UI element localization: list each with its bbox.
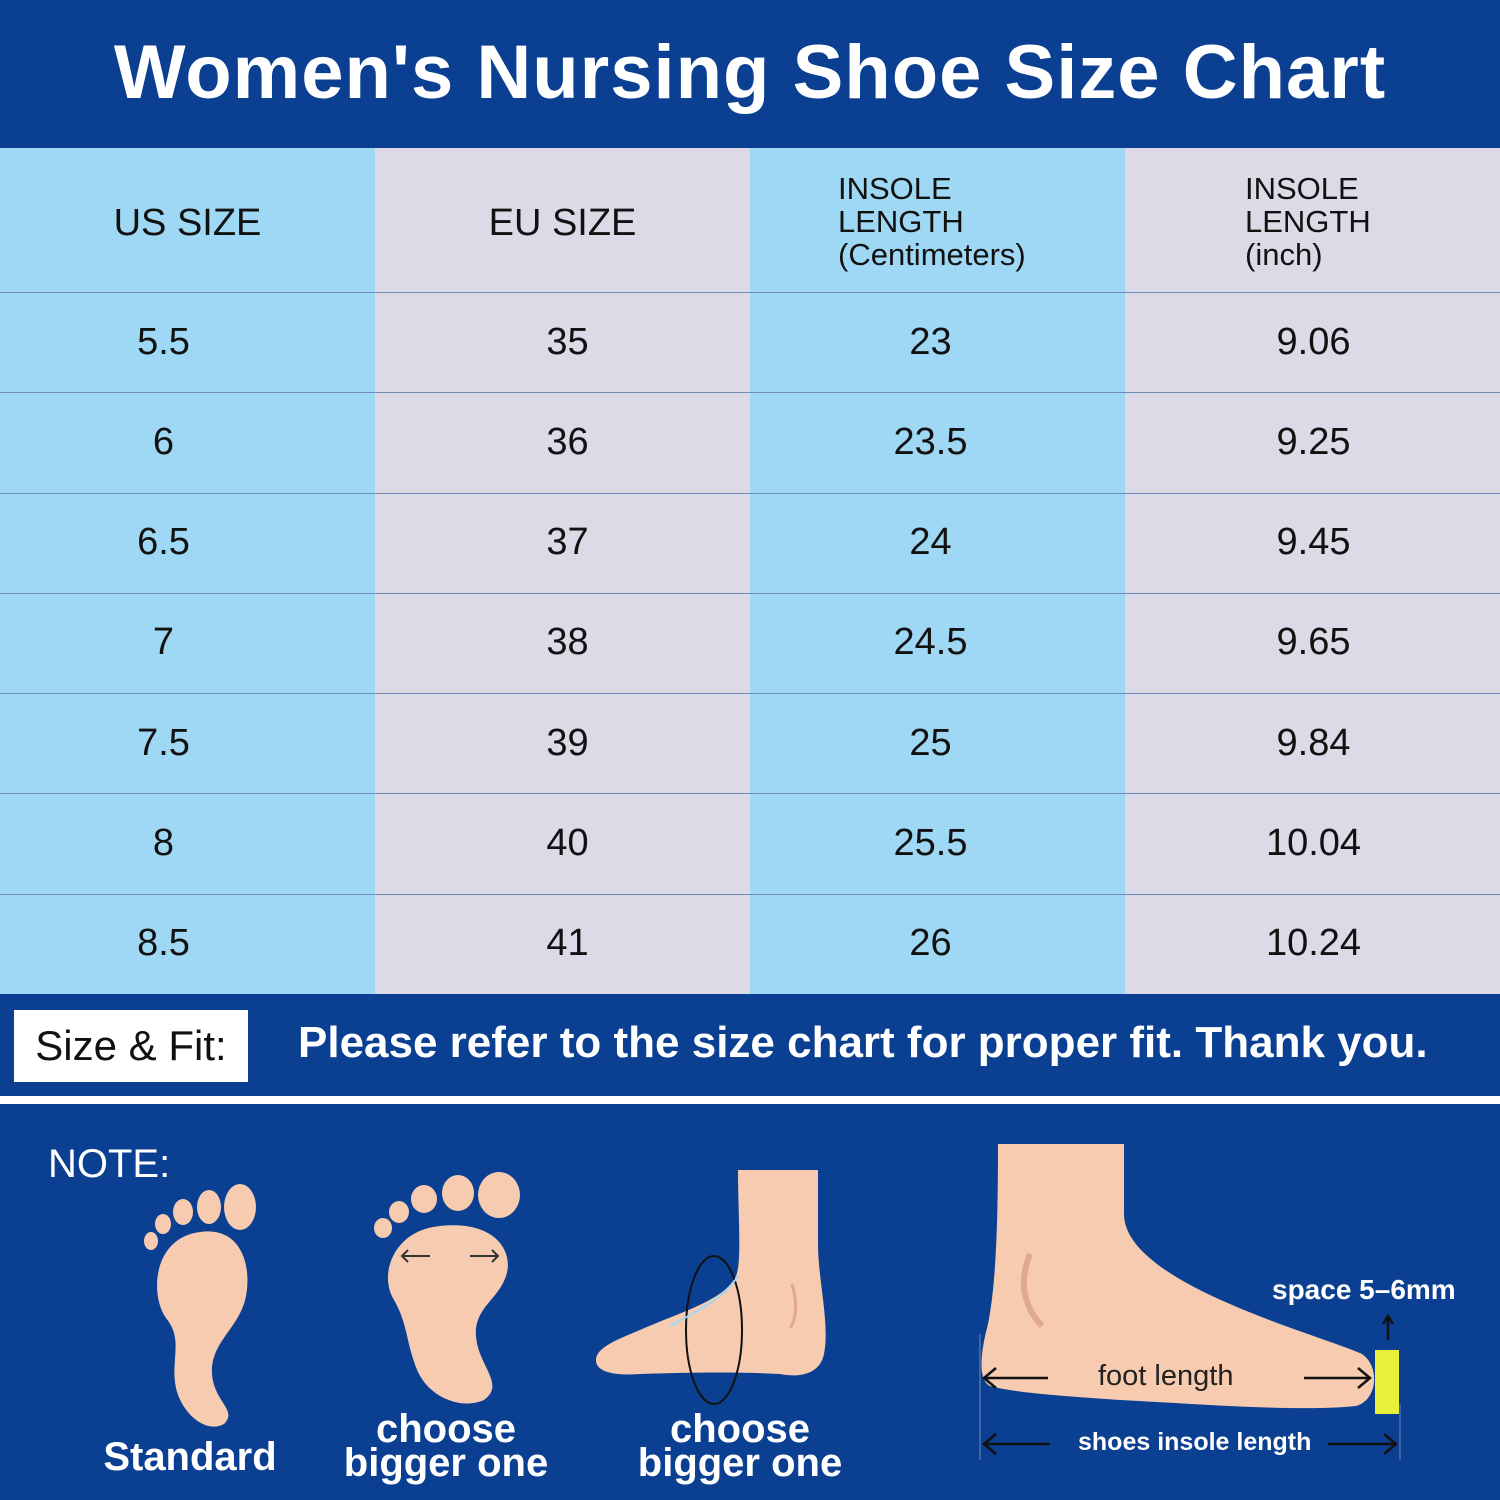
table-cell: 9.25: [1276, 420, 1351, 463]
title-bar: Women's Nursing Shoe Size Chart: [0, 0, 1500, 148]
header-us-size: US SIZE: [113, 201, 262, 244]
column-insole-inch: INSOLE LENGTH (inch) 9.06 9.25 9.45 9.65 9.8…: [1125, 148, 1500, 994]
table-cell: 9.65: [1276, 621, 1351, 664]
table-cell: 23.5: [893, 420, 968, 463]
table-cell: 39: [546, 721, 589, 764]
table-cell: 6: [152, 420, 175, 463]
note-section: NOTE: Standard choose bigger one choose …: [0, 1104, 1500, 1500]
table-cell: 36: [546, 420, 589, 463]
note-illustrations: [144, 1144, 1401, 1460]
note-title: NOTE:: [48, 1142, 171, 1186]
table-cell: 10.04: [1265, 822, 1362, 865]
size-fit-label: Size & Fit:: [14, 1010, 248, 1082]
table-cell: 7.5: [137, 721, 190, 764]
header-insole-cm-line: INSOLE: [838, 170, 952, 206]
table-cell: 9.06: [1276, 320, 1351, 363]
caption-high-instep-line: choose: [669, 1407, 811, 1451]
table-cell: 25: [909, 721, 952, 764]
section-divider: [0, 1096, 1500, 1104]
caption-standard: Standard: [90, 1435, 290, 1479]
size-fit-bar: Size & Fit: Please refer to the size cha…: [0, 996, 1500, 1096]
table-cell: 26: [909, 922, 952, 965]
column-us-size: US SIZE 5.5 6 6.5 7 7.5 8 8.5: [0, 148, 375, 994]
foot-length-label: foot length: [1098, 1360, 1234, 1392]
table-cell: 5.5: [137, 320, 190, 363]
size-fit-text: Please refer to the size chart for prope…: [298, 1018, 1428, 1067]
table-cell: 37: [546, 521, 589, 564]
table-cell: 40: [546, 822, 589, 865]
table-cell: 8: [152, 822, 175, 865]
header-insole-cm-line: LENGTH: [838, 203, 964, 239]
insole-length-label: shoes insole length: [1078, 1428, 1312, 1456]
table-cell: 10.24: [1265, 922, 1362, 965]
size-table: US SIZE 5.5 6 6.5 7 7.5 8 8.5 EU SIZE 35 36 37 38…: [0, 148, 1500, 994]
table-cell: 23: [909, 320, 952, 363]
table-cell: 6.5: [137, 521, 190, 564]
foot-side-measure-icon: [979, 1144, 1401, 1460]
table-cell: 9.45: [1276, 521, 1351, 564]
width-arrows-icon: [400, 1249, 500, 1263]
header-insole-inch-line: LENGTH: [1245, 203, 1371, 239]
column-eu-size: EU SIZE 35 36 37 38 39 40 41: [375, 148, 750, 994]
table-cell: 35: [546, 320, 589, 363]
high-instep-foot-icon: [596, 1170, 826, 1405]
header-insole-inch-line: INSOLE: [1245, 170, 1359, 206]
table-cell: 25.5: [893, 822, 968, 865]
table-cell: 24.5: [893, 621, 968, 664]
space-label: space 5–6mm: [1272, 1274, 1456, 1305]
caption-high-instep-line: bigger one: [637, 1441, 843, 1485]
table-cell: 9.84: [1276, 721, 1351, 764]
header-eu-size: EU SIZE: [488, 201, 637, 244]
table-cell: 24: [909, 521, 952, 564]
column-insole-cm: INSOLE LENGTH (Centimeters) 23 23.5 24 24.5…: [750, 148, 1125, 994]
header-insole-inch: INSOLE LENGTH (inch): [1125, 148, 1500, 292]
wide-foot-icon: [374, 1172, 520, 1404]
table-cell: 41: [546, 922, 589, 965]
caption-high-instep: choose bigger one: [620, 1407, 860, 1485]
table-cell: 38: [546, 621, 589, 664]
table-cell: 7: [152, 621, 175, 664]
header-insole-cm-line: (Centimeters): [838, 236, 1026, 272]
caption-wide-line: bigger one: [343, 1441, 549, 1485]
header-insole-inch-line: (inch): [1245, 236, 1323, 272]
page-title: Women's Nursing Shoe Size Chart: [113, 29, 1387, 115]
table-cell: 8.5: [137, 922, 190, 965]
caption-standard-text: Standard: [103, 1435, 277, 1479]
header-insole-cm: INSOLE LENGTH (Centimeters): [750, 148, 1125, 292]
standard-foot-icon: [144, 1184, 256, 1427]
caption-wide-foot: choose bigger one: [326, 1407, 566, 1485]
caption-wide-line: choose: [375, 1407, 517, 1451]
